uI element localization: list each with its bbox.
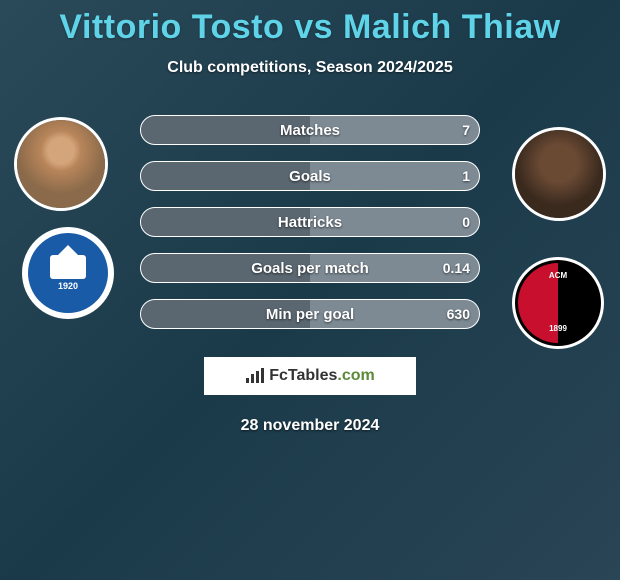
club-right-year: 1899	[549, 324, 567, 333]
stat-label: Goals	[140, 161, 480, 191]
brand-name: FcTables	[269, 367, 337, 385]
stat-value-right: 630	[447, 299, 470, 329]
comparison-area: 1920 1899 Matches7 Goals1 Hattricks0 Goals …	[0, 107, 620, 337]
stat-value-right: 0.14	[443, 253, 470, 283]
stat-bars: Matches7Goals1Hattricks0Goals per match0…	[140, 115, 480, 345]
stat-label: Goals per match	[140, 253, 480, 283]
club-left-year: 1920	[58, 281, 78, 291]
stat-row: Matches7	[140, 115, 480, 145]
empoli-house-icon	[50, 255, 86, 279]
stat-row: Min per goal630	[140, 299, 480, 329]
player-right-face	[515, 130, 603, 218]
brand-watermark: FcTables.com	[204, 357, 416, 395]
stat-row: Goals1	[140, 161, 480, 191]
club-right-crest: 1899	[512, 257, 604, 349]
chart-icon	[245, 368, 265, 384]
stat-value-right: 7	[462, 115, 470, 145]
infographic-container: Vittorio Tosto vs Malich Thiaw Club comp…	[0, 0, 620, 580]
page-title: Vittorio Tosto vs Malich Thiaw	[0, 0, 620, 47]
player-left-face	[17, 120, 105, 208]
stat-label: Min per goal	[140, 299, 480, 329]
brand-domain: .com	[337, 367, 374, 385]
player-right-avatar	[512, 127, 606, 221]
player-left-avatar	[14, 117, 108, 211]
page-subtitle: Club competitions, Season 2024/2025	[0, 59, 620, 77]
stat-label: Matches	[140, 115, 480, 145]
empoli-crest: 1920	[28, 233, 108, 313]
stat-value-right: 0	[462, 207, 470, 237]
stat-row: Goals per match0.14	[140, 253, 480, 283]
club-left-crest: 1920	[22, 227, 114, 319]
acmilan-crest: 1899	[515, 260, 601, 346]
stat-row: Hattricks0	[140, 207, 480, 237]
stat-label: Hattricks	[140, 207, 480, 237]
stat-value-right: 1	[462, 161, 470, 191]
infographic-date: 28 november 2024	[0, 417, 620, 435]
